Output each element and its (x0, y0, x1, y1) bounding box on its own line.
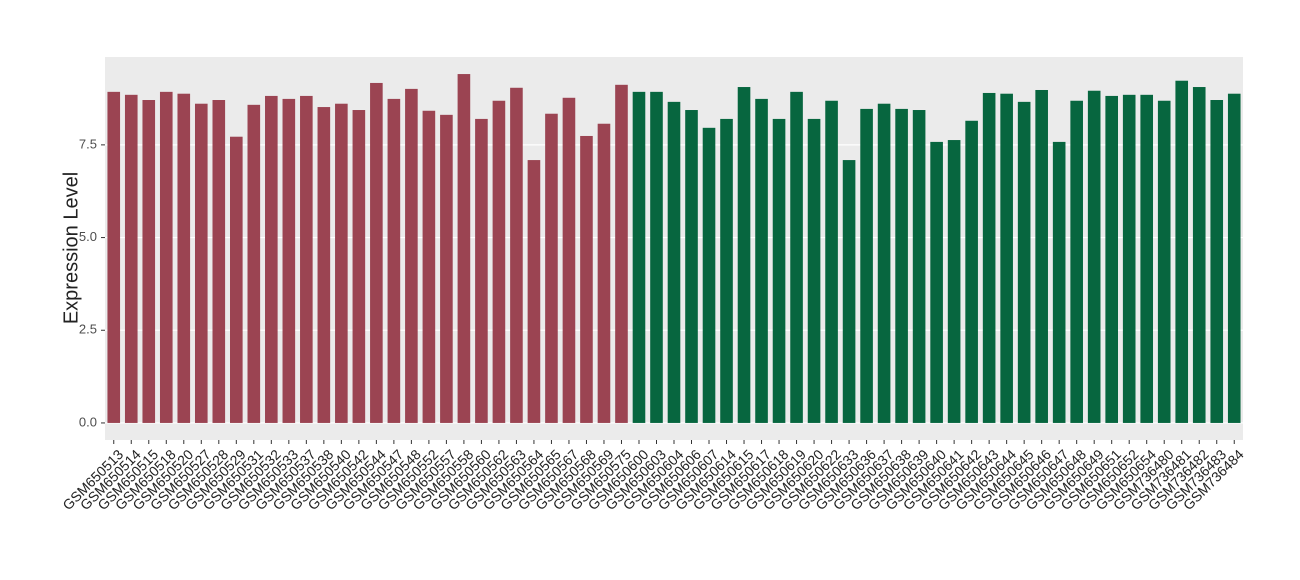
bar (1175, 80, 1189, 423)
bar (737, 87, 751, 423)
bar (667, 101, 681, 423)
bar (475, 118, 488, 423)
bar (1157, 100, 1171, 423)
bar (124, 94, 138, 423)
bar (107, 91, 121, 423)
bar (912, 110, 926, 423)
bar (212, 100, 226, 423)
bar (1122, 94, 1136, 423)
bar (685, 110, 698, 423)
bar (650, 91, 663, 423)
bar (1227, 93, 1241, 423)
bar (1017, 101, 1031, 423)
bar (230, 136, 243, 423)
bar (545, 113, 558, 423)
bar (510, 87, 523, 423)
bar (1000, 93, 1013, 423)
bar (440, 114, 453, 423)
bar (947, 140, 961, 423)
bar (457, 74, 471, 423)
bar (335, 103, 348, 423)
bar (895, 108, 908, 423)
bar (177, 93, 191, 423)
bar (772, 118, 786, 423)
y-tick-label: 5.0 (79, 229, 97, 244)
bar (930, 141, 943, 423)
bar (405, 88, 418, 423)
bar (702, 127, 716, 423)
bar (370, 82, 383, 423)
y-tick-label: 0.0 (79, 414, 97, 429)
bar (265, 95, 278, 423)
bar (965, 120, 978, 423)
y-tick-label: 7.5 (79, 136, 97, 151)
bar (300, 95, 313, 423)
bar (1210, 100, 1224, 423)
bar (194, 103, 208, 423)
bar (282, 98, 296, 423)
bar (317, 107, 331, 423)
bar (720, 118, 733, 423)
bar (1192, 87, 1206, 423)
bar (247, 104, 261, 423)
bar (825, 100, 838, 423)
bar (387, 98, 401, 423)
y-tick-label: 2.5 (79, 322, 97, 337)
bar (982, 92, 996, 423)
bar (842, 160, 856, 423)
bar (492, 100, 506, 423)
bar (790, 91, 803, 423)
y-axis-title: Expression Level (60, 172, 82, 324)
bar (1052, 141, 1066, 423)
bar (1105, 95, 1118, 423)
bar (527, 160, 541, 423)
bar (159, 91, 173, 423)
bar (755, 98, 768, 423)
bar (580, 135, 593, 423)
bar (352, 110, 366, 423)
bar (807, 118, 821, 423)
bar (615, 84, 628, 423)
bar (1087, 90, 1101, 423)
bar (860, 108, 873, 423)
bar (1070, 100, 1083, 423)
bar (1140, 94, 1154, 423)
bar (142, 100, 156, 423)
bar (632, 91, 646, 423)
bar (1035, 89, 1048, 423)
bar (422, 110, 436, 423)
bar (877, 103, 891, 423)
bar (562, 97, 576, 423)
bar (597, 123, 611, 423)
